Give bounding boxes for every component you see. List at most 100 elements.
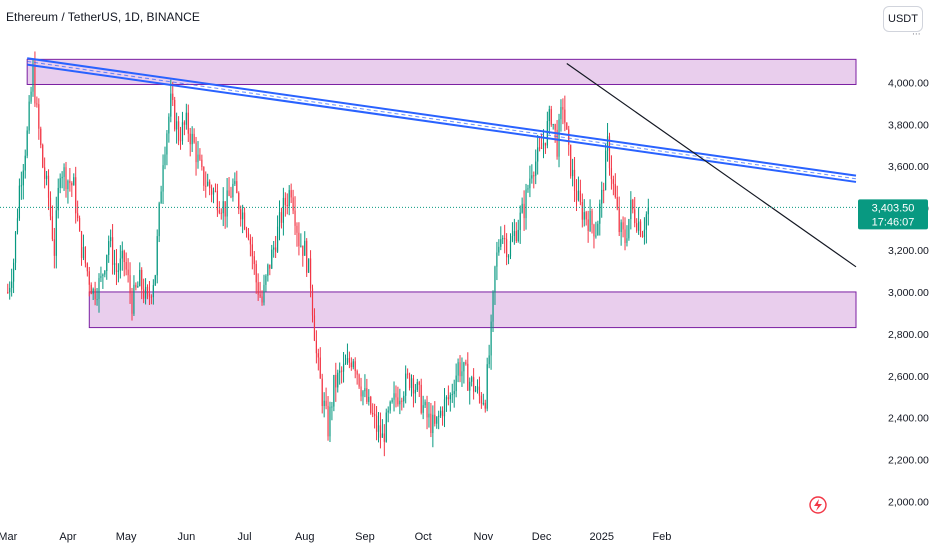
candle <box>603 182 605 204</box>
candle <box>405 365 407 404</box>
candle <box>228 177 230 197</box>
candle <box>232 178 234 202</box>
candle <box>424 399 426 408</box>
candle <box>302 245 304 267</box>
candle <box>259 281 261 299</box>
candle <box>575 179 578 212</box>
candle <box>374 403 376 429</box>
candle <box>337 369 339 393</box>
candle <box>362 390 364 406</box>
candle <box>438 410 440 430</box>
candle <box>401 397 403 411</box>
candle <box>150 294 153 305</box>
candle <box>59 173 61 194</box>
candle <box>77 200 79 222</box>
candle <box>84 246 87 268</box>
candle <box>407 368 409 379</box>
candle <box>18 178 21 221</box>
candle <box>566 122 568 130</box>
candle <box>257 273 259 301</box>
candle <box>284 192 286 217</box>
candle <box>622 216 624 238</box>
candle <box>26 126 28 159</box>
candle <box>174 96 176 132</box>
candle <box>321 373 323 414</box>
candle <box>110 229 112 248</box>
candle <box>552 123 554 130</box>
y-axis-more-icon: ⋅⋅⋅ <box>912 29 921 39</box>
candle <box>414 383 416 404</box>
candle <box>14 230 17 271</box>
candle <box>443 388 446 428</box>
candle <box>397 386 399 407</box>
candle <box>453 379 455 408</box>
candle <box>346 343 349 365</box>
y-tick-label: 2,200.00 <box>888 455 929 467</box>
candle <box>358 373 360 389</box>
candle <box>457 358 459 383</box>
candle <box>544 142 547 154</box>
candle <box>45 170 48 186</box>
candle <box>139 262 141 287</box>
candle <box>589 199 591 232</box>
candle <box>601 181 603 218</box>
candle <box>465 359 467 366</box>
candle <box>137 281 139 288</box>
candle <box>375 406 378 441</box>
candle <box>529 165 531 198</box>
candle <box>350 357 352 371</box>
candle <box>313 308 316 342</box>
candle <box>135 282 137 291</box>
candle <box>75 166 77 224</box>
candle <box>535 149 537 185</box>
candle <box>11 268 13 297</box>
candle <box>484 399 486 413</box>
candle <box>78 215 81 232</box>
candle <box>189 127 191 157</box>
candle <box>187 104 189 142</box>
candle <box>476 379 479 394</box>
candle <box>51 205 54 242</box>
candle <box>573 156 576 202</box>
candle <box>325 387 327 410</box>
candle <box>224 201 226 229</box>
x-tick-label: Jun <box>177 531 195 543</box>
candle <box>527 184 529 193</box>
candles-layer <box>7 51 649 457</box>
currency-button[interactable]: USDT <box>883 6 923 32</box>
x-axis: Mar Apr May Jun Jul Aug Sep Oct Nov Dec 2025 Feb <box>0 531 671 543</box>
candle <box>273 241 275 258</box>
candle <box>399 388 401 415</box>
candle <box>564 95 566 132</box>
candle <box>271 244 273 270</box>
logo-layer <box>809 496 827 514</box>
candle <box>298 222 300 256</box>
candle <box>436 416 438 429</box>
candle <box>69 167 71 192</box>
candle <box>645 211 647 244</box>
candle <box>131 287 133 321</box>
x-tick-label: Sep <box>355 531 375 543</box>
candle <box>209 179 211 196</box>
candle <box>222 187 224 227</box>
candle <box>98 273 100 313</box>
candle <box>412 375 415 408</box>
candle <box>599 199 601 236</box>
y-tick-label: 2,000.00 <box>888 497 929 509</box>
y-tick-label: 4,000.00 <box>888 77 929 89</box>
candle <box>463 361 465 384</box>
candle <box>606 122 609 162</box>
candle <box>626 225 628 247</box>
candle <box>16 208 19 235</box>
candle <box>306 238 308 277</box>
candle <box>496 241 498 281</box>
candle <box>583 199 585 227</box>
candle <box>57 178 59 219</box>
candle <box>335 362 337 402</box>
candle <box>341 366 343 384</box>
candle <box>226 178 228 228</box>
candle <box>38 98 40 140</box>
candle <box>339 362 341 385</box>
candle <box>170 79 172 123</box>
candle <box>504 224 506 254</box>
